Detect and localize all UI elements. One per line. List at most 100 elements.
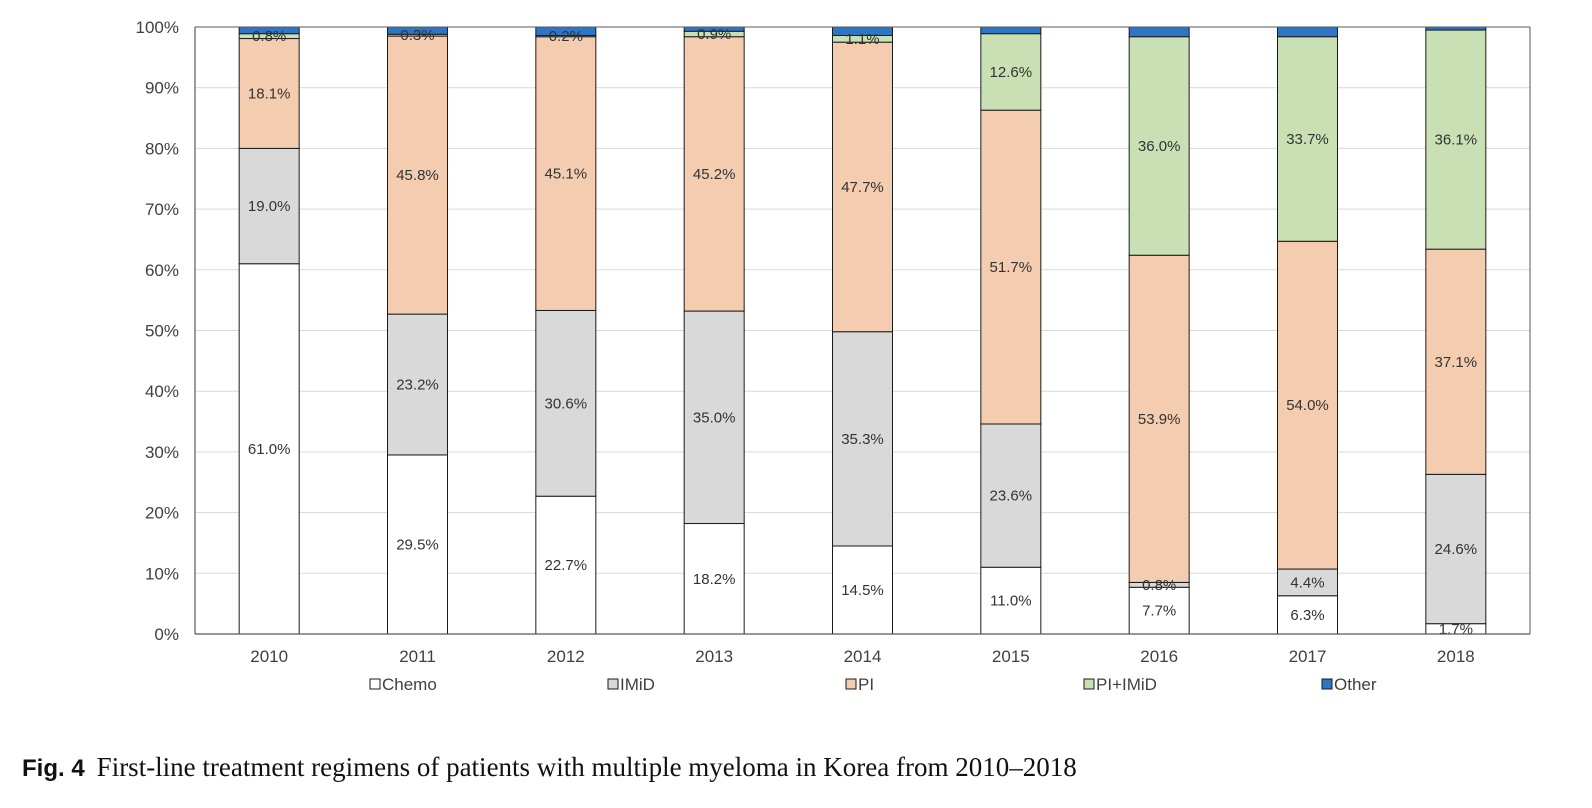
x-tick-label: 2013 <box>695 647 733 666</box>
bar-other-2015 <box>980 26 1042 35</box>
data-label: 30.6% <box>545 395 588 412</box>
data-label: 45.1% <box>545 166 588 183</box>
data-label: 33.7% <box>1286 131 1329 148</box>
bar-pi-2010 <box>238 38 300 149</box>
bar-other-2017 <box>1277 26 1338 38</box>
data-label: 37.1% <box>1435 354 1478 371</box>
figure-number: Fig. 4 <box>22 755 85 782</box>
y-tick-label: 90% <box>145 79 179 98</box>
bar-chemo-2015 <box>980 566 1042 635</box>
x-tick-label: 2015 <box>992 647 1030 666</box>
bar-imid-2015 <box>980 423 1042 568</box>
bar-pi-imid-2017 <box>1277 36 1338 242</box>
data-label: 51.7% <box>990 259 1033 276</box>
data-label: 24.6% <box>1435 541 1478 558</box>
legend-label: Other <box>1334 675 1377 694</box>
axes: 0% 10% 20% 30% 40% 50% 60% 70% 80% 90% 100% 2010 201… <box>136 18 1531 666</box>
data-label: 54.0% <box>1286 397 1329 414</box>
bar-pi-2013 <box>683 36 745 312</box>
bar-pi-imid-2015 <box>980 33 1042 111</box>
bar-imid-2018 <box>1425 473 1487 625</box>
x-tick-label: 2011 <box>399 647 436 666</box>
data-labels: 61.0% 19.0% 18.1% 0.8% 29.5% 23.2% 45.8% 0.3% 22… <box>248 26 1477 638</box>
data-label: 45.2% <box>693 166 736 183</box>
bar-chemo-2017 <box>1277 595 1338 635</box>
legend-swatch-pi <box>845 678 857 690</box>
figure-caption-text: First-line treatment regimens of patient… <box>96 752 1077 782</box>
bar-other-2016 <box>1128 26 1190 38</box>
bar-imid-2010 <box>238 147 300 265</box>
bar-imid-2017 <box>1277 568 1338 597</box>
data-label: 36.1% <box>1435 132 1478 149</box>
x-tick-label: 2018 <box>1437 647 1475 666</box>
bar-pi-imid-2016 <box>1128 36 1190 256</box>
y-tick-label: 60% <box>145 261 179 280</box>
legend-label: PI <box>858 675 874 694</box>
x-tick-label: 2010 <box>250 647 288 666</box>
bar-imid-2011 <box>387 313 448 456</box>
data-label: 47.7% <box>841 179 884 196</box>
figure-caption: Fig. 4 First-line treatment regimens of p… <box>22 752 1077 783</box>
bar-chemo-2013 <box>683 523 745 635</box>
y-tick-label: 40% <box>145 382 179 401</box>
y-tick-label: 20% <box>145 504 179 523</box>
y-tick-label: 0% <box>154 625 179 644</box>
legend: Chemo IMiD PI PI+IMiD Other <box>369 675 1377 694</box>
data-label: 4.4% <box>1290 574 1324 591</box>
bar-pi-2015 <box>980 109 1042 425</box>
y-tick-label: 80% <box>145 139 179 158</box>
bars <box>238 26 1487 635</box>
data-label: 18.1% <box>248 85 291 102</box>
data-label: 45.8% <box>396 167 439 184</box>
legend-label: IMiD <box>620 675 655 694</box>
bar-pi-2012 <box>535 36 597 311</box>
data-label: 7.7% <box>1142 603 1176 620</box>
x-tick-label: 2014 <box>844 647 882 666</box>
data-label: 6.3% <box>1290 607 1324 624</box>
legend-swatch-other <box>1321 678 1333 690</box>
data-label: 35.3% <box>841 431 884 448</box>
y-tick-label: 30% <box>145 443 179 462</box>
data-label: 36.0% <box>1138 138 1181 155</box>
bar-pi-2014 <box>832 41 893 333</box>
data-label: 61.0% <box>248 441 291 458</box>
data-label: 14.5% <box>841 582 884 599</box>
bar-pi-2018 <box>1425 248 1487 475</box>
data-label: 1.7% <box>1439 621 1473 638</box>
legend-swatch-imid <box>607 678 619 690</box>
data-label: 12.6% <box>990 64 1033 81</box>
legend-swatch-chemo <box>369 678 381 690</box>
bar-pi-2017 <box>1277 240 1338 570</box>
legend-label: PI+IMiD <box>1096 675 1157 694</box>
x-tick-label: 2012 <box>547 647 585 666</box>
data-label: 29.5% <box>396 536 439 553</box>
y-tick-label: 10% <box>145 564 179 583</box>
data-label: 1.1% <box>845 31 879 48</box>
y-tick-label: 100% <box>136 18 179 37</box>
bar-chemo-2014 <box>832 545 893 635</box>
legend-label: Chemo <box>382 675 437 694</box>
y-tick-label: 70% <box>145 200 179 219</box>
x-tick-label: 2017 <box>1289 647 1327 666</box>
y-tick-label: 50% <box>145 322 179 341</box>
data-label: 0.8% <box>1142 577 1176 594</box>
data-label: 23.6% <box>990 488 1033 505</box>
data-label: 11.0% <box>990 593 1031 610</box>
data-label: 0.8% <box>252 28 286 45</box>
data-label: 53.9% <box>1138 411 1181 428</box>
data-label: 0.9% <box>697 26 731 43</box>
data-label: 22.7% <box>545 557 588 574</box>
data-label: 19.0% <box>248 198 291 215</box>
data-label: 0.2% <box>549 28 583 45</box>
bar-pi-2016 <box>1128 254 1190 583</box>
data-label: 0.3% <box>400 27 434 44</box>
bar-imid-2013 <box>683 310 745 525</box>
stacked-bar-chart: 61.0% 19.0% 18.1% 0.8% 29.5% 23.2% 45.8% 0.3% 22… <box>136 18 1531 694</box>
bar-pi-imid-2018 <box>1425 29 1487 250</box>
bar-chemo-2016 <box>1128 586 1190 635</box>
bar-imid-2012 <box>535 309 597 497</box>
data-label: 23.2% <box>396 377 439 394</box>
legend-swatch-pi-imid <box>1083 678 1095 690</box>
data-label: 35.0% <box>693 409 736 426</box>
data-label: 18.2% <box>693 571 736 588</box>
